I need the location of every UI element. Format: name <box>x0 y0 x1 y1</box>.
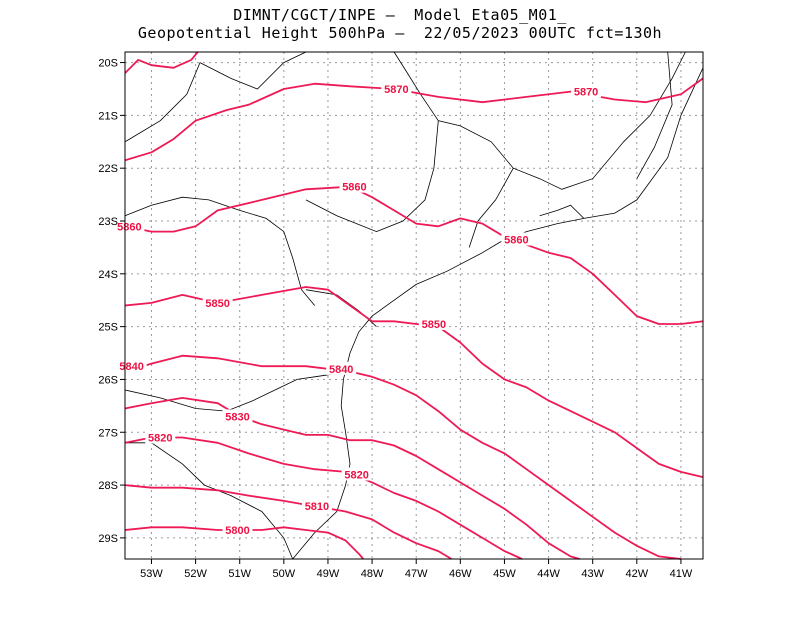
x-tick-label: 42W <box>626 568 649 580</box>
contour-label-bg <box>145 430 176 444</box>
coastline-segment <box>199 51 307 90</box>
chart-title-line-1: DIMNT/CGCT/INPE – Model Eta05_M01_ <box>233 6 567 24</box>
coastline-segment <box>305 289 377 327</box>
contour-line-5860 <box>124 185 704 325</box>
contour-label-5860: 5860 <box>504 234 528 246</box>
contour-label-bg <box>381 81 412 95</box>
contour-label-5860: 5860 <box>342 182 366 194</box>
contour-label-bg <box>339 179 370 193</box>
y-tick-label: 23S <box>98 216 118 228</box>
contour-label-5870: 5870 <box>384 84 408 96</box>
contour-line-5820 <box>124 436 523 560</box>
contour-label-bg <box>222 409 253 423</box>
coastline-segment <box>124 373 333 412</box>
contour-label-bg <box>571 84 602 98</box>
grid-lines <box>125 52 703 559</box>
contour-label-bg <box>501 232 532 246</box>
x-tick-label: 41W <box>670 568 693 580</box>
contour-label-5820: 5820 <box>148 433 172 445</box>
contour-line-5850 <box>124 286 704 478</box>
x-axis-ticks: 53W 52W 51W 50W 49W 48W 47W 46W 45W 44W 43W 42W 41W <box>140 559 693 580</box>
plot-frame <box>124 51 704 560</box>
coastline-segment <box>539 204 585 219</box>
x-tick-label: 51W <box>228 568 251 580</box>
coastline-segment <box>125 442 294 560</box>
contour-label-5800: 5800 <box>225 525 249 537</box>
contour-label-5840: 5840 <box>329 364 353 376</box>
contour-label-bg <box>341 467 372 481</box>
x-tick-label: 52W <box>184 568 207 580</box>
y-tick-label: 22S <box>98 163 118 175</box>
coastline-segment <box>124 196 316 306</box>
x-tick-label: 47W <box>405 568 428 580</box>
coastline-segment <box>124 62 201 143</box>
y-tick-label: 25S <box>98 322 118 334</box>
contour-label-5830: 5830 <box>225 411 249 423</box>
contour-line-5870 <box>124 77 704 162</box>
y-tick-label: 27S <box>98 427 118 439</box>
coastline-segment <box>305 120 439 233</box>
contour-line-5800 <box>124 526 364 560</box>
chart-title-line-2: Geopotential Height 500hPa – 22/05/2023 … <box>137 24 663 42</box>
x-tick-label: 48W <box>361 568 384 580</box>
y-axis-ticks: 20S 21S 22S 23S 24S 25S 26S 27S 28S 29S <box>98 58 125 545</box>
x-tick-label: 49W <box>317 568 340 580</box>
contour-line-5830 <box>124 397 580 560</box>
coastline-segment <box>636 51 673 179</box>
contour-label-5860: 5860 <box>117 221 141 233</box>
x-tick-label: 53W <box>140 568 163 580</box>
contour-label-bg <box>418 316 449 330</box>
contour-label-bg <box>222 522 253 536</box>
x-tick-label: 50W <box>273 568 296 580</box>
contour-line-5840 <box>124 354 682 560</box>
x-tick-label: 43W <box>581 568 604 580</box>
coastline-segment <box>468 168 514 248</box>
x-tick-label: 44W <box>537 568 560 580</box>
contour-label-5850: 5850 <box>422 319 446 331</box>
y-tick-label: 26S <box>98 374 118 386</box>
contour-label-5870: 5870 <box>574 87 598 99</box>
contour-label-bg <box>116 359 147 373</box>
x-tick-label: 45W <box>493 568 516 580</box>
y-tick-label: 28S <box>98 480 118 492</box>
coastline-segment <box>292 67 704 560</box>
contour-label-5840: 5840 <box>119 361 143 373</box>
contour-label-5820: 5820 <box>344 470 368 482</box>
coastline-segment <box>393 51 686 190</box>
contour-line-5880 <box>124 51 199 74</box>
contour-label-bg <box>114 219 145 233</box>
y-tick-label: 21S <box>98 110 118 122</box>
contour-labels: 5870 5870 5860 5860 5860 5850 5850 5840 5840 5830… <box>114 81 602 537</box>
contour-label-bg <box>301 499 332 513</box>
y-tick-label: 20S <box>98 58 118 70</box>
y-tick-label: 24S <box>98 269 118 281</box>
contour-label-5850: 5850 <box>205 298 229 310</box>
contour-label-bg <box>326 361 357 375</box>
contour-label-bg <box>202 295 233 309</box>
height-contours <box>124 51 704 560</box>
contour-label-5810: 5810 <box>305 501 329 513</box>
x-tick-label: 46W <box>449 568 472 580</box>
y-tick-label: 29S <box>98 533 118 545</box>
